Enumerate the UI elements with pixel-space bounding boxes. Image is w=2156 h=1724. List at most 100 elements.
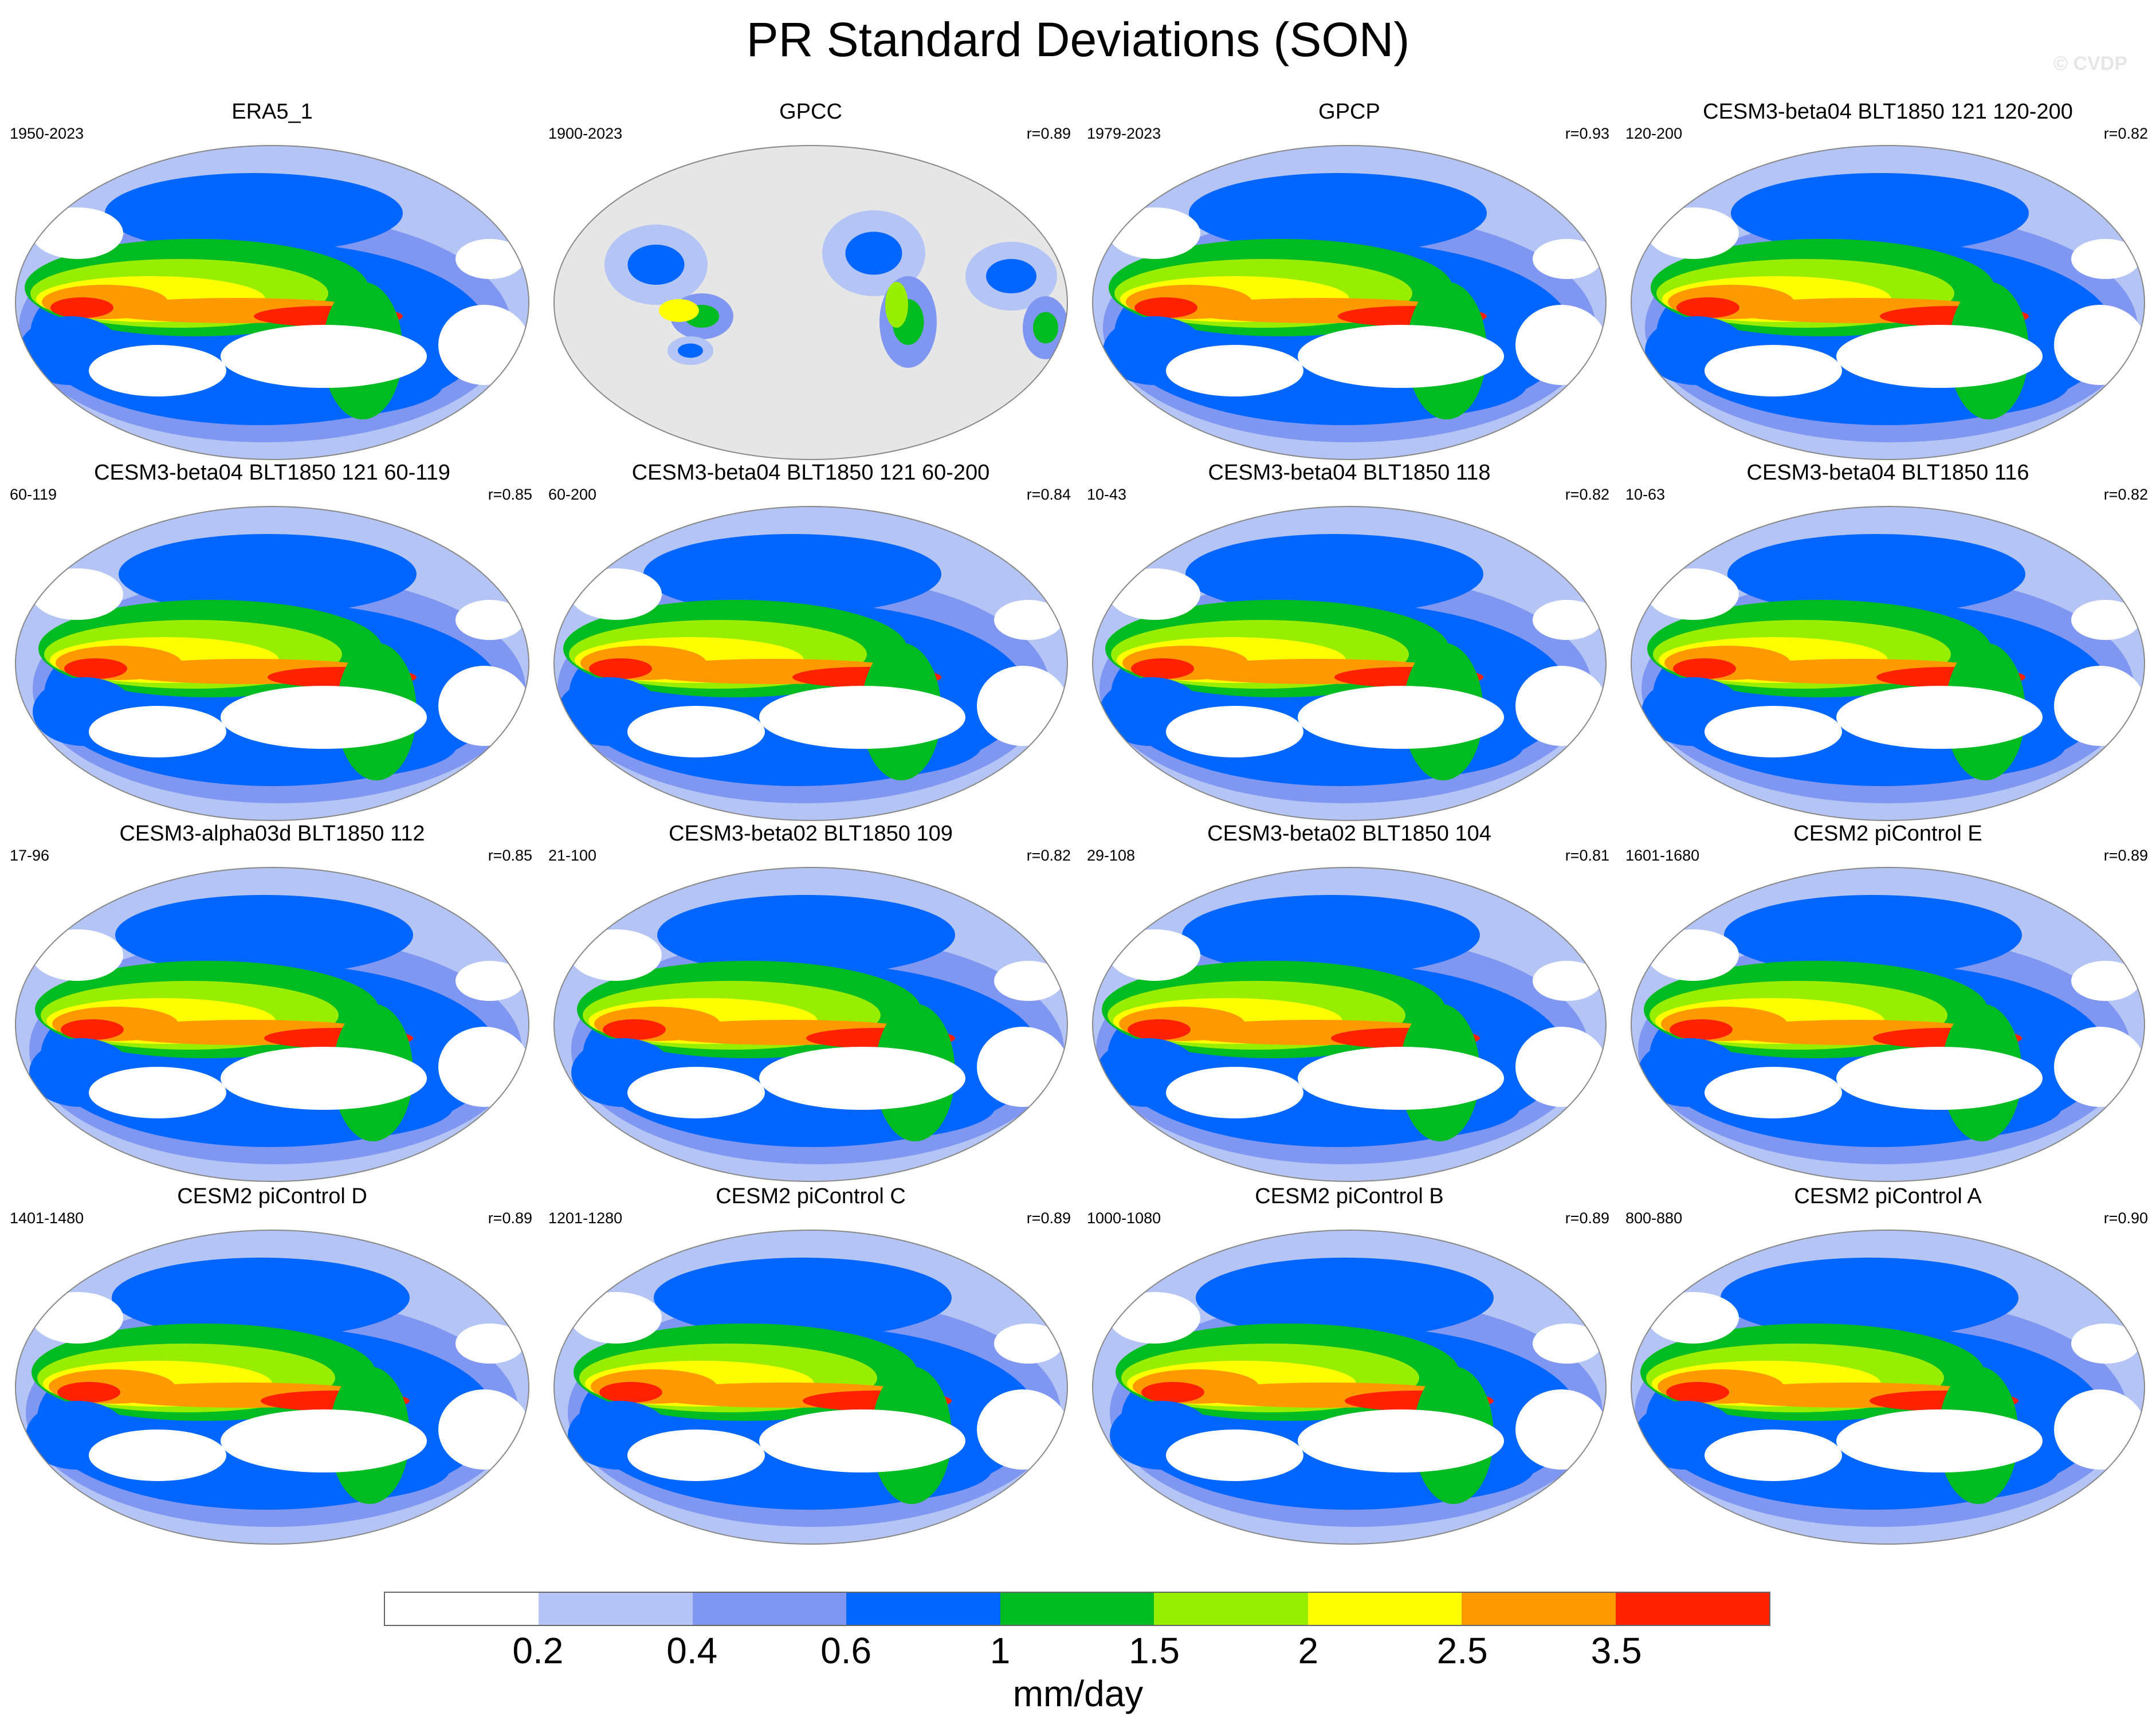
panel-correlation: r=0.89: [1565, 1209, 1609, 1227]
panel-title: CESM3-beta04 BLT1850 121 60-200: [631, 461, 990, 485]
panel-title: CESM3-beta04 BLT1850 116: [1746, 461, 2029, 485]
panel-title: CESM2 piControl B: [1255, 1184, 1444, 1208]
colorbar-label: 0.2: [512, 1630, 564, 1671]
panel-correlation: r=0.82: [1026, 847, 1071, 864]
map-panel: CESM3-beta04 BLT1850 116 10-63 r=0.82: [1624, 458, 2151, 825]
map-panel: CESM3-beta04 BLT1850 121 60-200 60-200 r=0…: [547, 458, 1074, 825]
panel-title: GPCP: [1318, 100, 1380, 124]
panel-correlation: r=0.90: [2103, 1209, 2148, 1227]
map-projection: [1092, 867, 1607, 1182]
colorbar-label: 1: [989, 1630, 1011, 1671]
colorbar-label: 2: [1298, 1630, 1319, 1671]
colorbar-segment: [692, 1593, 847, 1625]
panel-title: CESM3-beta02 BLT1850 109: [669, 822, 953, 846]
map-panel: CESM2 piControl A 800-880 r=0.90: [1624, 1182, 2151, 1549]
map-panel: GPCC 1900-2023 r=0.89: [547, 97, 1074, 464]
panel-years: 1000-1080: [1087, 1209, 1161, 1227]
colorbar-segment: [1307, 1593, 1462, 1625]
map-projection: [1092, 506, 1607, 821]
panel-correlation: r=0.89: [2103, 847, 2148, 864]
panel-correlation: r=0.85: [488, 847, 532, 864]
map-panel: CESM3-beta02 BLT1850 109 21-100 r=0.82: [547, 819, 1074, 1186]
map-projection: [15, 867, 529, 1182]
panel-title: CESM3-beta04 BLT1850 121 60-119: [94, 461, 450, 485]
map-panel: CESM3-beta04 BLT1850 121 120-200 120-200 r…: [1624, 97, 2151, 464]
panel-correlation: r=0.81: [1565, 847, 1609, 864]
panel-years: 60-119: [10, 486, 57, 503]
map-projection: [1631, 506, 2145, 821]
panel-years: 1401-1480: [10, 1209, 84, 1227]
colorbar-label: 1.5: [1128, 1630, 1180, 1671]
panel-years: 10-43: [1087, 486, 1127, 503]
panel-years: 17-96: [10, 847, 50, 864]
panel-correlation: r=0.85: [488, 486, 532, 503]
colorbar-segment: [1615, 1593, 1769, 1625]
map-projection: [15, 145, 529, 460]
panel-years: 1201-1280: [548, 1209, 623, 1227]
map-projection: [553, 145, 1068, 460]
panel-correlation: r=0.89: [488, 1209, 532, 1227]
map-projection: [1092, 1230, 1607, 1545]
panel-years: 1950-2023: [10, 125, 84, 142]
panel-title: CESM3-beta04 BLT1850 121 120-200: [1703, 100, 2073, 124]
panel-correlation: r=0.89: [1026, 1209, 1071, 1227]
map-panel: GPCP 1979-2023 r=0.93: [1086, 97, 1613, 464]
colorbar-segment: [539, 1593, 693, 1625]
map-panel: CESM3-beta04 BLT1850 121 60-119 60-119 r=0…: [9, 458, 536, 825]
panel-years: 1601-1680: [1625, 847, 1700, 864]
panel-correlation: r=0.93: [1565, 125, 1609, 142]
map-projection: [553, 506, 1068, 821]
panel-correlation: r=0.89: [1026, 125, 1071, 142]
map-panel: ERA5_1 1950-2023: [9, 97, 536, 464]
panel-years: 10-63: [1625, 486, 1666, 503]
colorbar: [384, 1592, 1770, 1626]
colorbar-label: 3.5: [1591, 1630, 1642, 1671]
watermark: © CVDP: [2053, 53, 2127, 74]
map-panel: CESM2 piControl B 1000-1080 r=0.89: [1086, 1182, 1613, 1549]
panel-correlation: r=0.84: [1026, 486, 1071, 503]
map-panel: CESM2 piControl C 1201-1280 r=0.89: [547, 1182, 1074, 1549]
map-projection: [553, 867, 1068, 1182]
panel-years: 29-108: [1087, 847, 1136, 864]
map-panel: CESM3-beta04 BLT1850 118 10-43 r=0.82: [1086, 458, 1613, 825]
map-panel: CESM3-alpha03d BLT1850 112 17-96 r=0.85: [9, 819, 536, 1186]
panel-correlation: r=0.82: [2103, 486, 2148, 503]
colorbar-segment: [1154, 1593, 1308, 1625]
colorbar-segment: [846, 1593, 1000, 1625]
page-title: PR Standard Deviations (SON): [746, 13, 1410, 66]
panel-years: 1900-2023: [548, 125, 623, 142]
map-panel: CESM3-beta02 BLT1850 104 29-108 r=0.81: [1086, 819, 1613, 1186]
map-projection: [1631, 867, 2145, 1182]
panel-title: CESM2 piControl C: [716, 1184, 906, 1208]
map-panel: CESM2 piControl D 1401-1480 r=0.89: [9, 1182, 536, 1549]
colorbar-segment: [385, 1593, 539, 1625]
map-projection: [553, 1230, 1068, 1545]
panel-title: CESM3-alpha03d BLT1850 112: [119, 822, 425, 846]
colorbar-segment: [1462, 1593, 1616, 1625]
panel-title: CESM2 piControl D: [177, 1184, 367, 1208]
colorbar-units: mm/day: [1012, 1673, 1144, 1714]
map-projection: [1631, 145, 2145, 460]
panel-title: CESM3-beta02 BLT1850 104: [1207, 822, 1491, 846]
colorbar-label: 0.4: [666, 1630, 718, 1671]
map-projection: [15, 1230, 529, 1545]
panel-years: 800-880: [1625, 1209, 1683, 1227]
panel-title: CESM2 piControl A: [1794, 1184, 1982, 1208]
map-projection: [15, 506, 529, 821]
panel-years: 1979-2023: [1087, 125, 1161, 142]
panel-years: 60-200: [548, 486, 597, 503]
map-projection: [1631, 1230, 2145, 1545]
panel-years: 21-100: [548, 847, 597, 864]
panel-correlation: r=0.82: [2103, 125, 2148, 142]
panel-title: CESM3-beta04 BLT1850 118: [1208, 461, 1491, 485]
colorbar-segment: [1000, 1593, 1154, 1625]
colorbar-label: 0.6: [820, 1630, 872, 1671]
colorbar-label: 2.5: [1436, 1630, 1488, 1671]
panel-title: GPCC: [779, 100, 842, 124]
panel-years: 120-200: [1625, 125, 1683, 142]
panel-correlation: r=0.82: [1565, 486, 1609, 503]
map-projection: [1092, 145, 1607, 460]
panel-title: CESM2 piControl E: [1793, 822, 1982, 846]
panel-title: ERA5_1: [231, 100, 313, 124]
map-panel: CESM2 piControl E 1601-1680 r=0.89: [1624, 819, 2151, 1186]
